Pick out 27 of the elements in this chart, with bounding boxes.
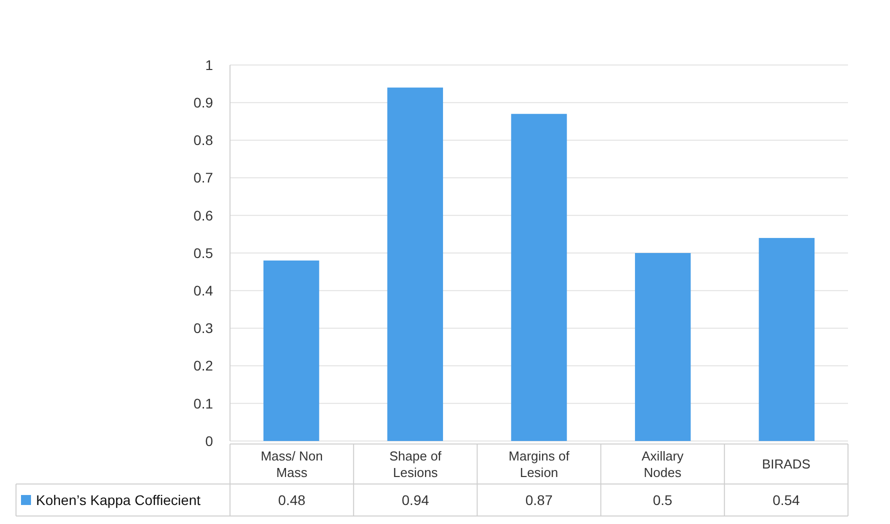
x-tick-label: Margins of Lesion xyxy=(508,448,570,480)
bar xyxy=(263,260,320,441)
legend-label: Kohen’s Kappa Coffiecient xyxy=(36,492,201,508)
y-tick-label: 0.8 xyxy=(194,132,214,148)
y-tick-label: 0.1 xyxy=(194,395,214,412)
bar xyxy=(387,88,444,441)
y-tick-label: 0.4 xyxy=(194,282,214,298)
x-tick-label: BIRADS xyxy=(762,456,811,472)
y-tick-label: 1 xyxy=(205,56,214,73)
x-tick-label: Shape of Lesions xyxy=(389,448,442,480)
data-label: 0.87 xyxy=(525,492,553,508)
y-tick-label: 0.5 xyxy=(194,244,214,261)
y-tick-label: 0.7 xyxy=(194,170,214,186)
data-label: 0.5 xyxy=(652,492,673,508)
data-label: 0.54 xyxy=(772,492,800,508)
x-tick-label: Mass/ Non Mass xyxy=(260,448,323,480)
y-tick-label: 0 xyxy=(205,432,214,449)
bar xyxy=(634,253,691,441)
y-tick-label: 0.2 xyxy=(194,358,214,374)
bar xyxy=(511,114,567,441)
bar xyxy=(758,238,815,441)
x-tick-label: Axillary Nodes xyxy=(642,448,684,480)
data-label: 0.94 xyxy=(402,492,430,508)
data-label: 0.48 xyxy=(278,492,306,508)
y-tick-label: 0.3 xyxy=(194,320,214,336)
y-tick-label: 0.9 xyxy=(194,94,214,110)
y-tick-label: 0.6 xyxy=(194,207,214,224)
